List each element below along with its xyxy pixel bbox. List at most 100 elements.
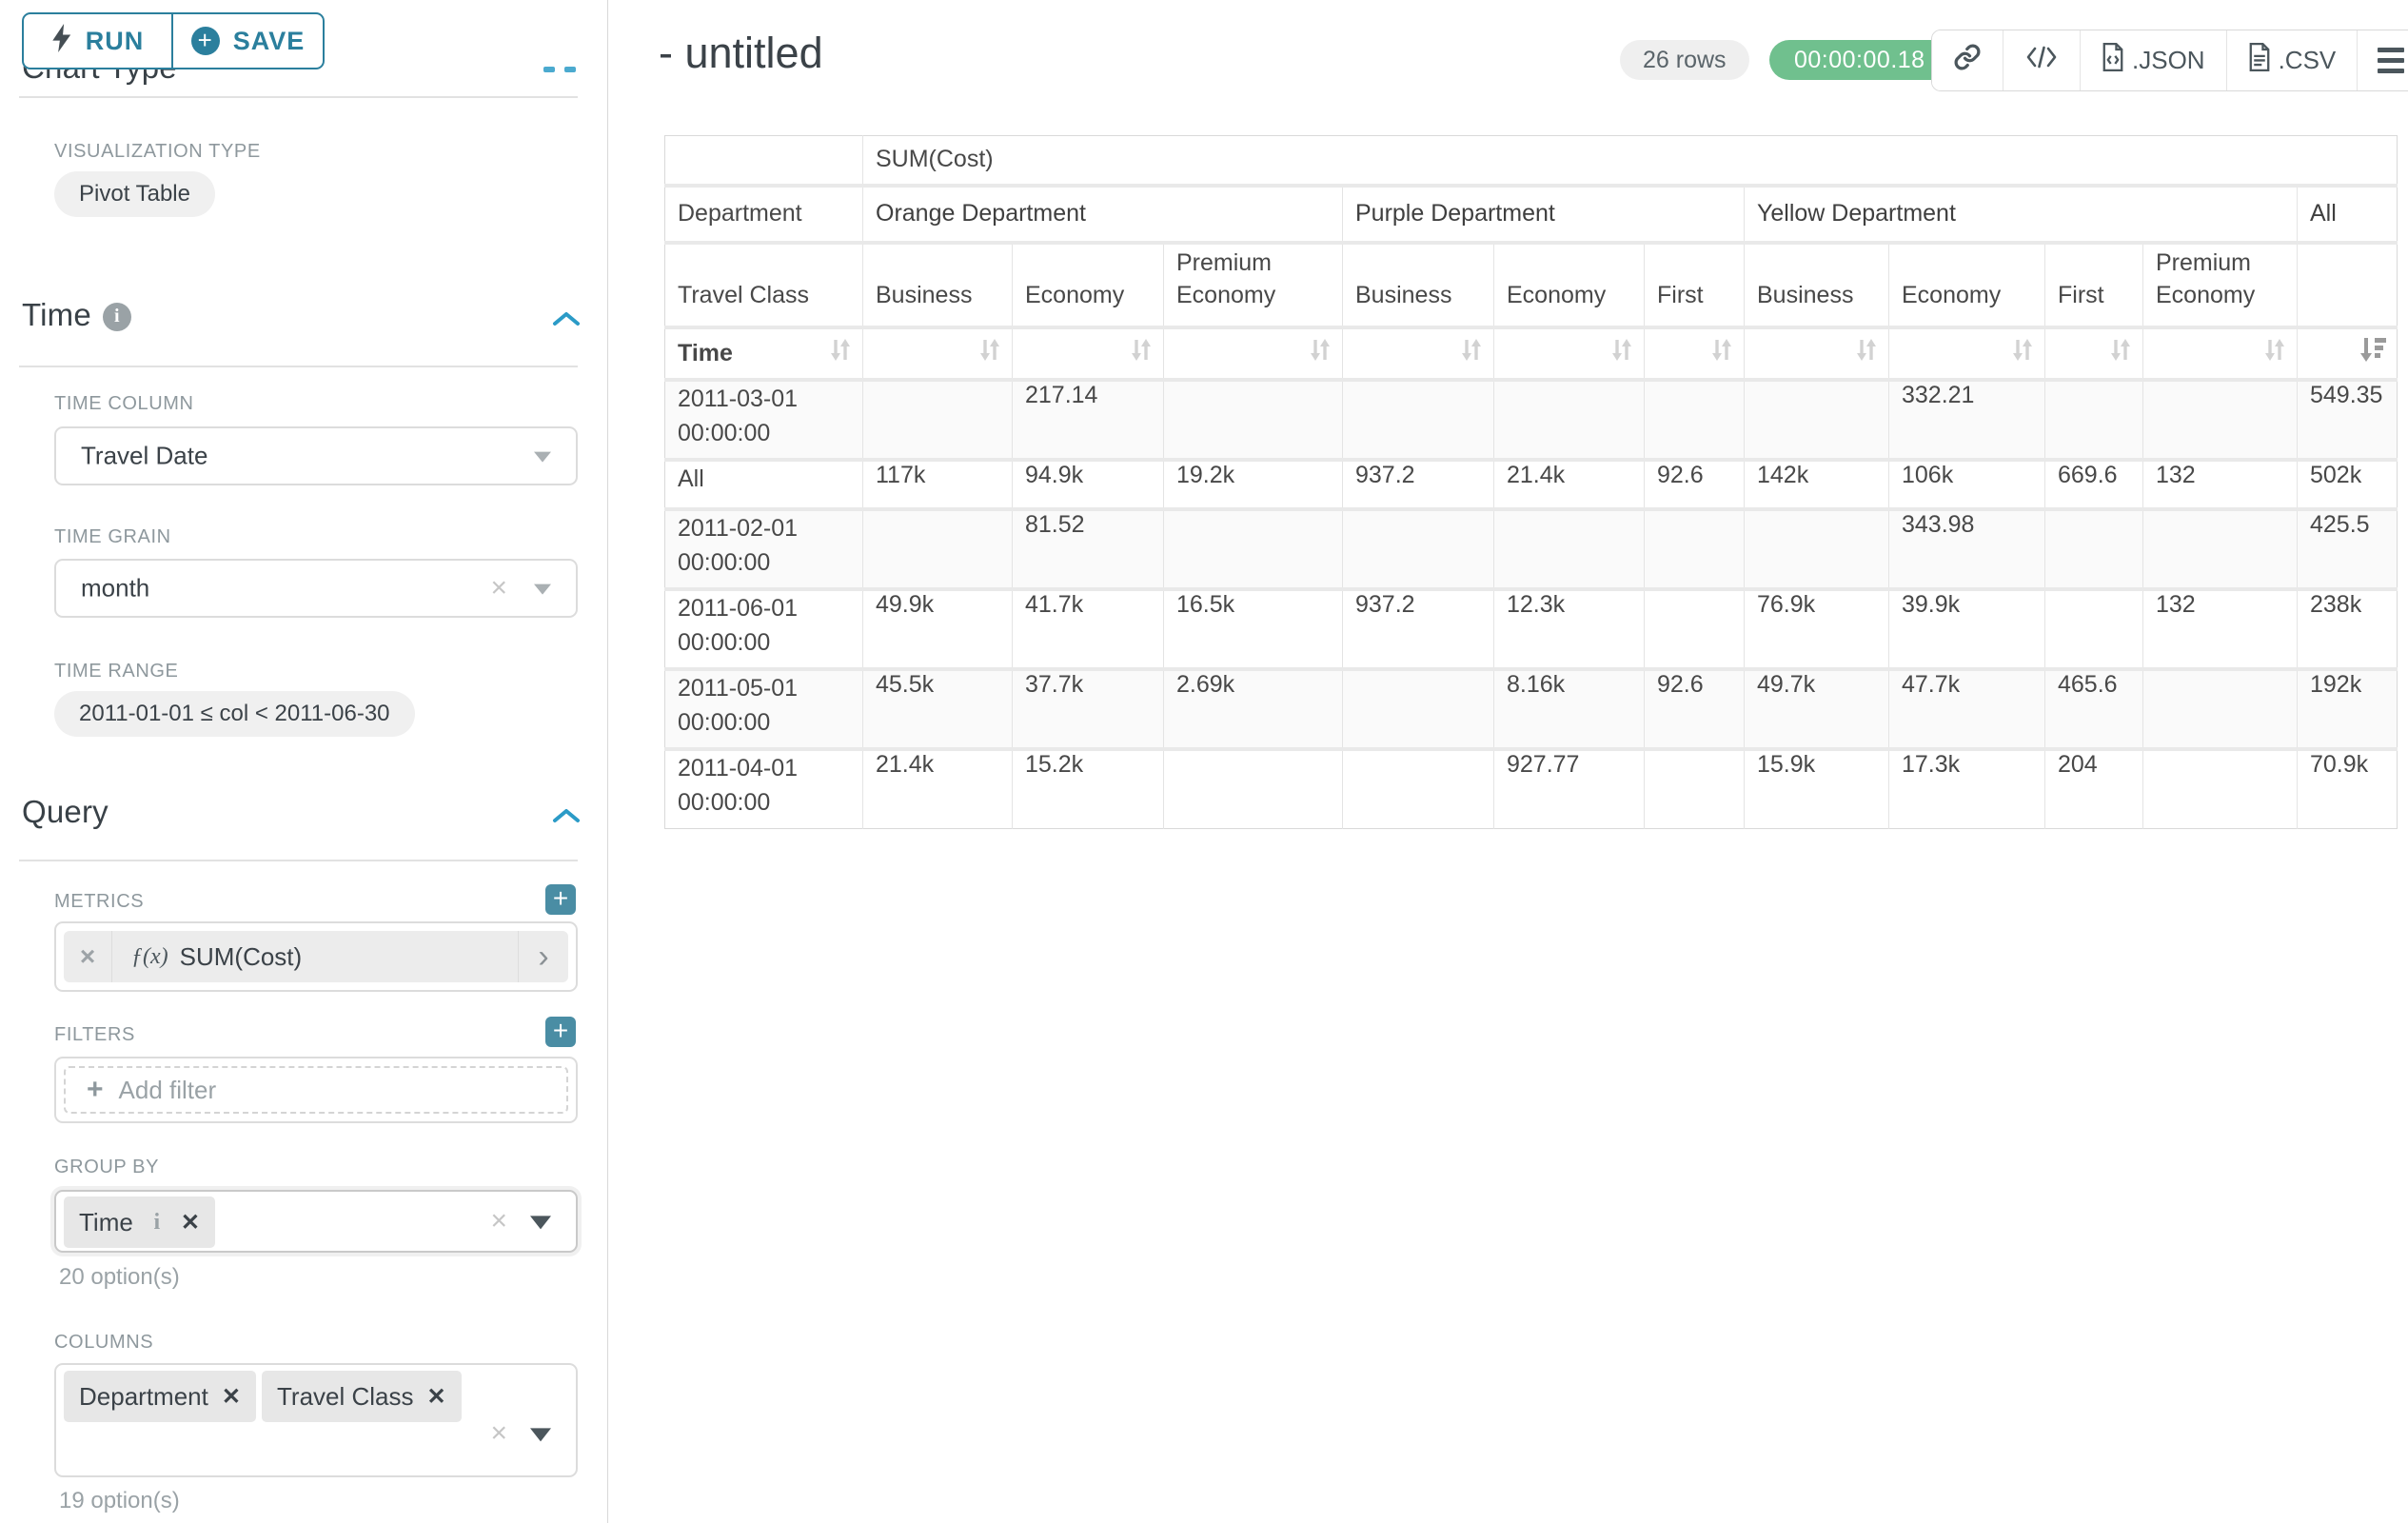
pivot-cell: 549.35 — [2298, 380, 2398, 460]
pivot-cell: 21.4k — [1494, 460, 1645, 509]
caret-down-icon — [530, 1428, 551, 1441]
sort-icon[interactable] — [1307, 337, 1332, 369]
sort-header-cell[interactable] — [2045, 327, 2143, 380]
file-text-icon — [2248, 43, 2271, 78]
embed-code-button[interactable] — [2003, 30, 2081, 90]
sort-icon[interactable] — [2261, 337, 2287, 369]
add-filter-dropzone[interactable]: + Add filter — [64, 1066, 568, 1114]
pivot-cell: 669.6 — [2045, 460, 2143, 509]
pivot-cell: 465.6 — [2045, 669, 2143, 749]
travel-class-header: Business — [1745, 243, 1889, 327]
sort-header-cell[interactable] — [1745, 327, 1889, 380]
chart-type-collapse-icon[interactable] — [564, 67, 576, 72]
pivot-table: SUM(Cost)DepartmentOrange DepartmentPurp… — [664, 135, 2398, 829]
control-sidebar: Chart Type RUN + SAVE VISUALIZATION TYPE… — [0, 0, 608, 1523]
clear-icon[interactable]: × — [490, 574, 507, 603]
travel-class-header: First — [2045, 243, 2143, 327]
table-row: All117k94.9k19.2k937.221.4k92.6142k106k6… — [665, 460, 2398, 509]
code-icon — [2025, 45, 2058, 76]
columns-tag[interactable]: Department ✕ — [64, 1371, 256, 1422]
sort-header-cell[interactable] — [1164, 327, 1343, 380]
group-by-select[interactable]: Time i ✕ × — [54, 1190, 578, 1253]
sort-header-cell[interactable] — [1343, 327, 1494, 380]
share-link-button[interactable] — [1932, 30, 2003, 90]
pivot-cell: 16.5k — [1164, 589, 1343, 669]
sort-icon[interactable] — [1609, 337, 1634, 369]
run-button[interactable]: RUN — [22, 12, 173, 69]
columns-tag[interactable]: Travel Class ✕ — [262, 1371, 462, 1422]
columns-options-count: 19 option(s) — [59, 1488, 180, 1514]
column-group-header: Purple Department — [1343, 186, 1745, 243]
group-by-label: GROUP BY — [54, 1157, 159, 1178]
sort-header-cell[interactable] — [1013, 327, 1164, 380]
remove-tag-icon[interactable]: ✕ — [427, 1383, 446, 1411]
time-section-heading: Timei — [22, 297, 131, 333]
query-section-heading: Query — [22, 794, 109, 830]
add-filter-button[interactable]: + — [545, 1017, 576, 1047]
pivot-cell — [1645, 380, 1745, 460]
sort-icon[interactable] — [1458, 337, 1484, 369]
visualization-type-pill[interactable]: Pivot Table — [54, 171, 215, 217]
chart-type-collapse-icon[interactable] — [543, 67, 555, 72]
chevron-right-icon[interactable]: › — [518, 931, 568, 982]
sort-header-cell[interactable] — [2143, 327, 2298, 380]
sort-icon[interactable] — [1853, 337, 1879, 369]
group-by-tag[interactable]: Time i ✕ — [64, 1197, 215, 1248]
remove-tag-icon[interactable]: ✕ — [181, 1209, 200, 1236]
export-csv-button[interactable]: .CSV — [2227, 30, 2359, 90]
pivot-cell — [2045, 509, 2143, 589]
pivot-cell — [1164, 749, 1343, 829]
row-header: 2011-02-0100:00:00 — [665, 509, 863, 589]
row-header: 2011-06-0100:00:00 — [665, 589, 863, 669]
pivot-cell: 41.7k — [1013, 589, 1164, 669]
pivot-cell: 8.16k — [1494, 669, 1645, 749]
caret-down-icon — [534, 452, 551, 463]
save-button[interactable]: + SAVE — [173, 12, 325, 69]
collapse-chevron-up-icon[interactable] — [552, 808, 581, 823]
sort-icon[interactable] — [2107, 337, 2133, 369]
metric-pill[interactable]: × ƒ(x) SUM(Cost) › — [64, 931, 568, 982]
group-by-options-count: 20 option(s) — [59, 1264, 180, 1291]
sort-descending-icon[interactable] — [2359, 336, 2387, 370]
sort-header-cell[interactable] — [1645, 327, 1745, 380]
remove-metric-icon[interactable]: × — [64, 931, 112, 982]
chart-title[interactable]: - untitled — [659, 29, 823, 78]
corner-cell — [665, 136, 863, 186]
caret-down-icon — [530, 1216, 551, 1229]
pivot-cell: 343.98 — [1889, 509, 2045, 589]
pivot-cell: 39.9k — [1889, 589, 2045, 669]
time-range-pill[interactable]: 2011-01-01 ≤ col < 2011-06-30 — [54, 691, 415, 737]
chart-panel: - untitled 26 rows 00:00:00.18 .JSON .CS… — [608, 0, 2408, 1523]
sort-header-cell[interactable] — [863, 327, 1013, 380]
section-divider — [19, 96, 578, 98]
add-metric-button[interactable]: + — [545, 884, 576, 915]
section-divider — [19, 366, 578, 367]
time-grain-select[interactable]: month × — [54, 559, 578, 618]
sort-icon[interactable] — [2009, 337, 2035, 369]
export-json-button[interactable]: .JSON — [2081, 30, 2227, 90]
pivot-cell — [1343, 669, 1494, 749]
collapse-chevron-up-icon[interactable] — [552, 311, 581, 326]
time-column-select[interactable]: Travel Date — [54, 426, 578, 485]
columns-select[interactable]: Department ✕ Travel Class ✕ × — [54, 1363, 578, 1477]
pivot-cell: 132 — [2143, 589, 2298, 669]
pivot-cell — [1645, 589, 1745, 669]
remove-tag-icon[interactable]: ✕ — [222, 1383, 241, 1411]
sort-header-cell[interactable] — [1494, 327, 1645, 380]
menu-button[interactable] — [2358, 30, 2408, 90]
sort-header-cell[interactable]: Time — [665, 327, 863, 380]
sort-icon[interactable] — [1128, 337, 1154, 369]
sort-header-cell[interactable] — [2298, 327, 2398, 380]
pivot-cell: 49.7k — [1745, 669, 1889, 749]
sort-icon[interactable] — [827, 337, 853, 369]
clear-icon[interactable]: × — [490, 1207, 507, 1236]
sort-icon[interactable] — [1708, 337, 1734, 369]
pivot-cell — [2143, 669, 2298, 749]
travel-class-header: Economy — [1013, 243, 1164, 327]
clear-icon[interactable]: × — [490, 1419, 507, 1448]
caret-down-icon — [534, 584, 551, 595]
sort-icon[interactable] — [977, 337, 1002, 369]
travel-class-header: Business — [1343, 243, 1494, 327]
pivot-cell: 106k — [1889, 460, 2045, 509]
sort-header-cell[interactable] — [1889, 327, 2045, 380]
